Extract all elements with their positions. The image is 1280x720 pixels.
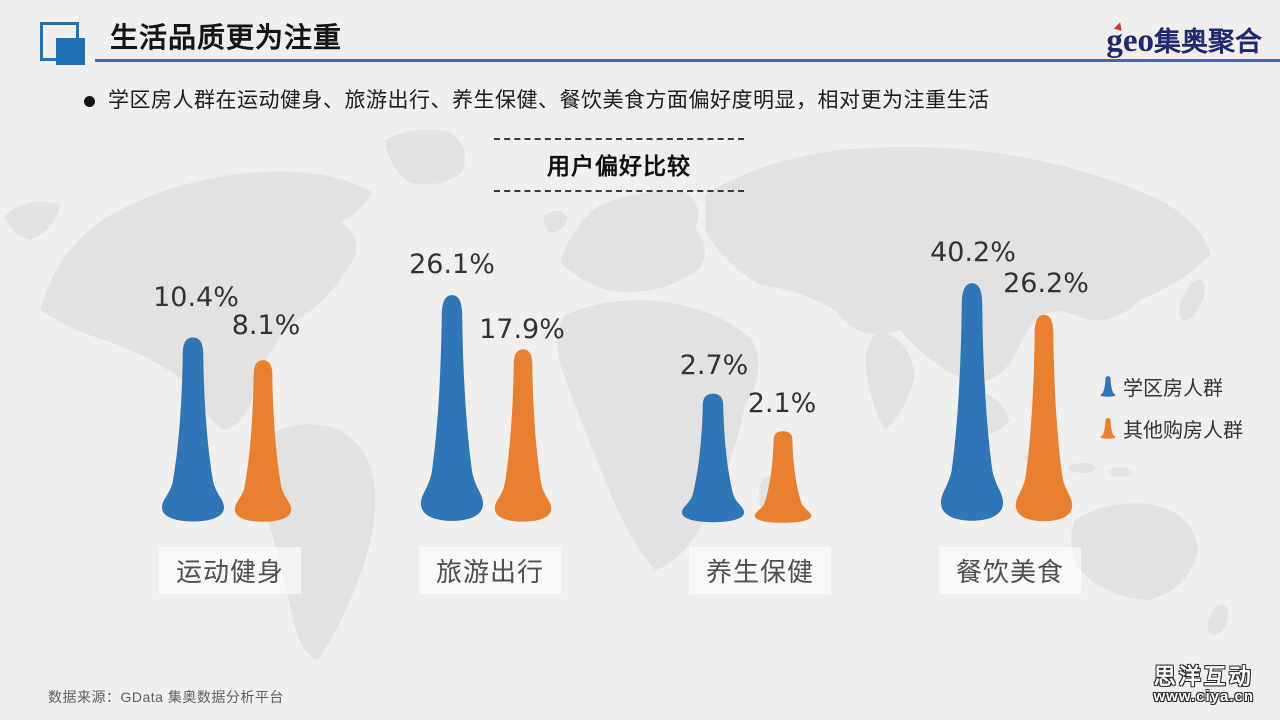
title-marker-filled-square <box>56 38 85 65</box>
cone-series2-cat3 <box>753 430 813 529</box>
siteowner-watermark: 思洋互动 www.ciya.cn <box>1153 664 1254 706</box>
cone-series2-cat1 <box>233 358 293 529</box>
header-divider <box>95 59 1280 62</box>
legend-label: 学区房人群 <box>1123 378 1223 400</box>
logo-latin: geo <box>1106 23 1154 59</box>
value-label-series1-cat1: 10.4% <box>153 282 239 313</box>
chart-title-label: 用户偏好比较 <box>547 153 691 179</box>
legend-item-1: 学区房人群 <box>1100 372 1223 401</box>
value-label-series1-cat2: 26.1% <box>409 249 495 280</box>
value-label-series2-cat4: 26.2% <box>1003 268 1089 299</box>
value-label-series2-cat2: 17.9% <box>479 314 565 345</box>
page-title: 生活品质更为注重 <box>110 22 343 53</box>
cone-series2-cat2 <box>493 347 553 529</box>
geo-logo: geo集奥聚合 <box>1106 20 1262 60</box>
category-label-4: 餐饮美食 <box>938 547 1082 594</box>
value-label-series1-cat3: 2.7% <box>679 350 749 381</box>
watermark-name: 思洋互动 <box>1153 664 1254 689</box>
cone-series1-cat2 <box>419 292 485 529</box>
category-label-3: 养生保健 <box>688 547 832 594</box>
category-label-1: 运动健身 <box>158 547 302 594</box>
cone-series1-cat1 <box>160 335 226 529</box>
logo-cjk: 集奥聚合 <box>1154 27 1262 57</box>
legend-cone-icon <box>1100 418 1116 439</box>
watermark-url: www.ciya.cn <box>1153 688 1254 706</box>
category-label-2: 旅游出行 <box>418 547 562 594</box>
bullet-text: 学区房人群在运动健身、旅游出行、养生保健、餐饮美食方面偏好度明显，相对更为注重生… <box>108 89 990 112</box>
legend-cone-icon <box>1100 376 1116 397</box>
data-source: 数据来源：GData 集奥数据分析平台 <box>48 689 284 705</box>
legend-label: 其他购房人群 <box>1123 420 1243 442</box>
cone-series1-cat4 <box>939 280 1005 529</box>
value-label-series1-cat4: 40.2% <box>930 237 1016 268</box>
category-label-text: 养生保健 <box>705 557 815 587</box>
value-label-series2-cat1: 8.1% <box>231 310 301 341</box>
bullet-icon <box>84 96 95 107</box>
chart-title: 用户偏好比较 <box>494 138 744 192</box>
cone-series1-cat3 <box>680 392 746 529</box>
category-label-text: 运动健身 <box>175 557 285 587</box>
category-label-text: 旅游出行 <box>435 557 545 587</box>
value-label-series2-cat3: 2.1% <box>747 388 817 419</box>
legend-item-2: 其他购房人群 <box>1100 414 1243 443</box>
cone-series2-cat4 <box>1014 312 1074 529</box>
category-label-text: 餐饮美食 <box>955 557 1065 587</box>
